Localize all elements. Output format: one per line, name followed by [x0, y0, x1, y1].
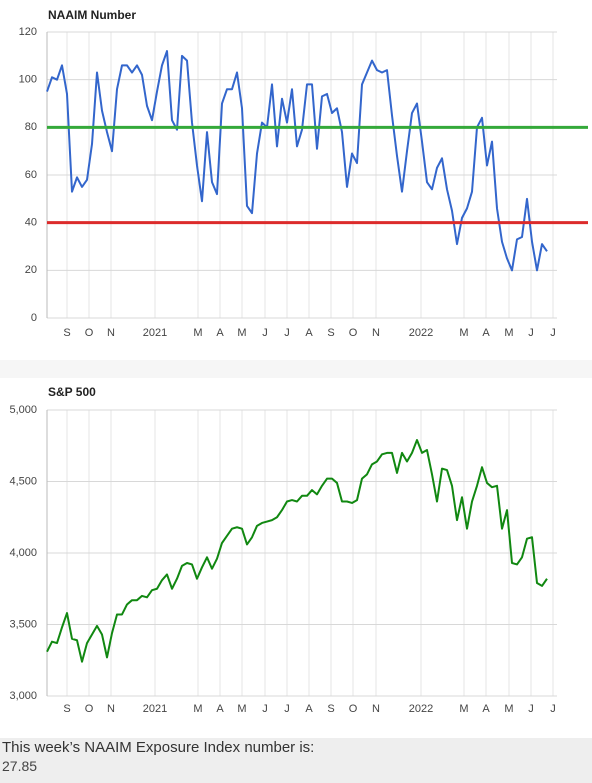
y-tick-label: 60 [25, 169, 37, 181]
y-tick-label: 3,000 [9, 690, 37, 702]
x-tick-label: A [305, 703, 313, 715]
sp500-chart: S&P 500 S O N 2021 M A M J J A S O N 2022 M A M J J 3,000 3,5… [9, 385, 557, 715]
x-tick-label: S [327, 703, 334, 715]
y-tick-label: 80 [25, 121, 37, 133]
x-tick-label: O [85, 703, 94, 715]
footer-value: 27.85 [2, 758, 38, 774]
footer: This week’s NAAIM Exposure Index number … [0, 738, 592, 783]
gap [0, 360, 592, 378]
x-tick-label: A [482, 327, 490, 339]
x-tick-label: M [504, 327, 513, 339]
y-tick-label: 4,500 [9, 475, 37, 487]
data-line [46, 50, 548, 272]
x-tick-label: N [372, 703, 380, 715]
x-tick-label: J [550, 327, 556, 339]
y-tick-label: 4,000 [9, 547, 37, 559]
x-tick-label: 2022 [409, 327, 433, 339]
x-tick-label: O [349, 703, 358, 715]
x-tick-label: N [107, 327, 115, 339]
x-tick-label: J [284, 703, 290, 715]
x-tick-label: M [237, 327, 246, 339]
x-tick-label: 2021 [143, 703, 167, 715]
x-tick-label: O [349, 327, 358, 339]
y-tick-label: 100 [19, 74, 37, 86]
x-tick-label: N [107, 703, 115, 715]
x-tick-label: M [459, 703, 468, 715]
x-tick-label: J [528, 703, 534, 715]
x-tick-label: A [305, 327, 313, 339]
x-tick-label: J [262, 703, 268, 715]
x-tick-label: J [284, 327, 290, 339]
x-tick-label: A [216, 327, 224, 339]
x-tick-label: A [482, 703, 490, 715]
x-tick-label: S [63, 703, 70, 715]
y-tick-label: 0 [31, 312, 37, 324]
x-tick-label: J [550, 703, 556, 715]
x-tick-label: 2022 [409, 703, 433, 715]
chart-title: S&P 500 [48, 385, 96, 399]
x-tick-label: M [193, 703, 202, 715]
data-line [46, 439, 548, 663]
x-tick-label: A [216, 703, 224, 715]
y-tick-label: 3,500 [9, 618, 37, 630]
x-tick-label: S [63, 327, 70, 339]
x-tick-label: M [459, 327, 468, 339]
x-tick-label: O [85, 327, 94, 339]
naaim-chart: NAAIM Number S O N 2021 M A M J J A S O N 2022 M A M J J 0 20… [19, 8, 588, 339]
x-tick-label: S [327, 327, 334, 339]
x-tick-label: J [262, 327, 268, 339]
chart-title: NAAIM Number [48, 8, 136, 22]
y-tick-label: 20 [25, 264, 37, 276]
footer-label: This week’s NAAIM Exposure Index number … [2, 739, 315, 756]
x-tick-label: M [504, 703, 513, 715]
x-tick-label: N [372, 327, 380, 339]
x-tick-label: M [237, 703, 246, 715]
y-tick-label: 120 [19, 26, 37, 38]
y-tick-label: 5,000 [9, 404, 37, 416]
x-tick-label: 2021 [143, 327, 167, 339]
x-tick-label: M [193, 327, 202, 339]
x-tick-label: J [528, 327, 534, 339]
y-tick-label: 40 [25, 217, 37, 229]
